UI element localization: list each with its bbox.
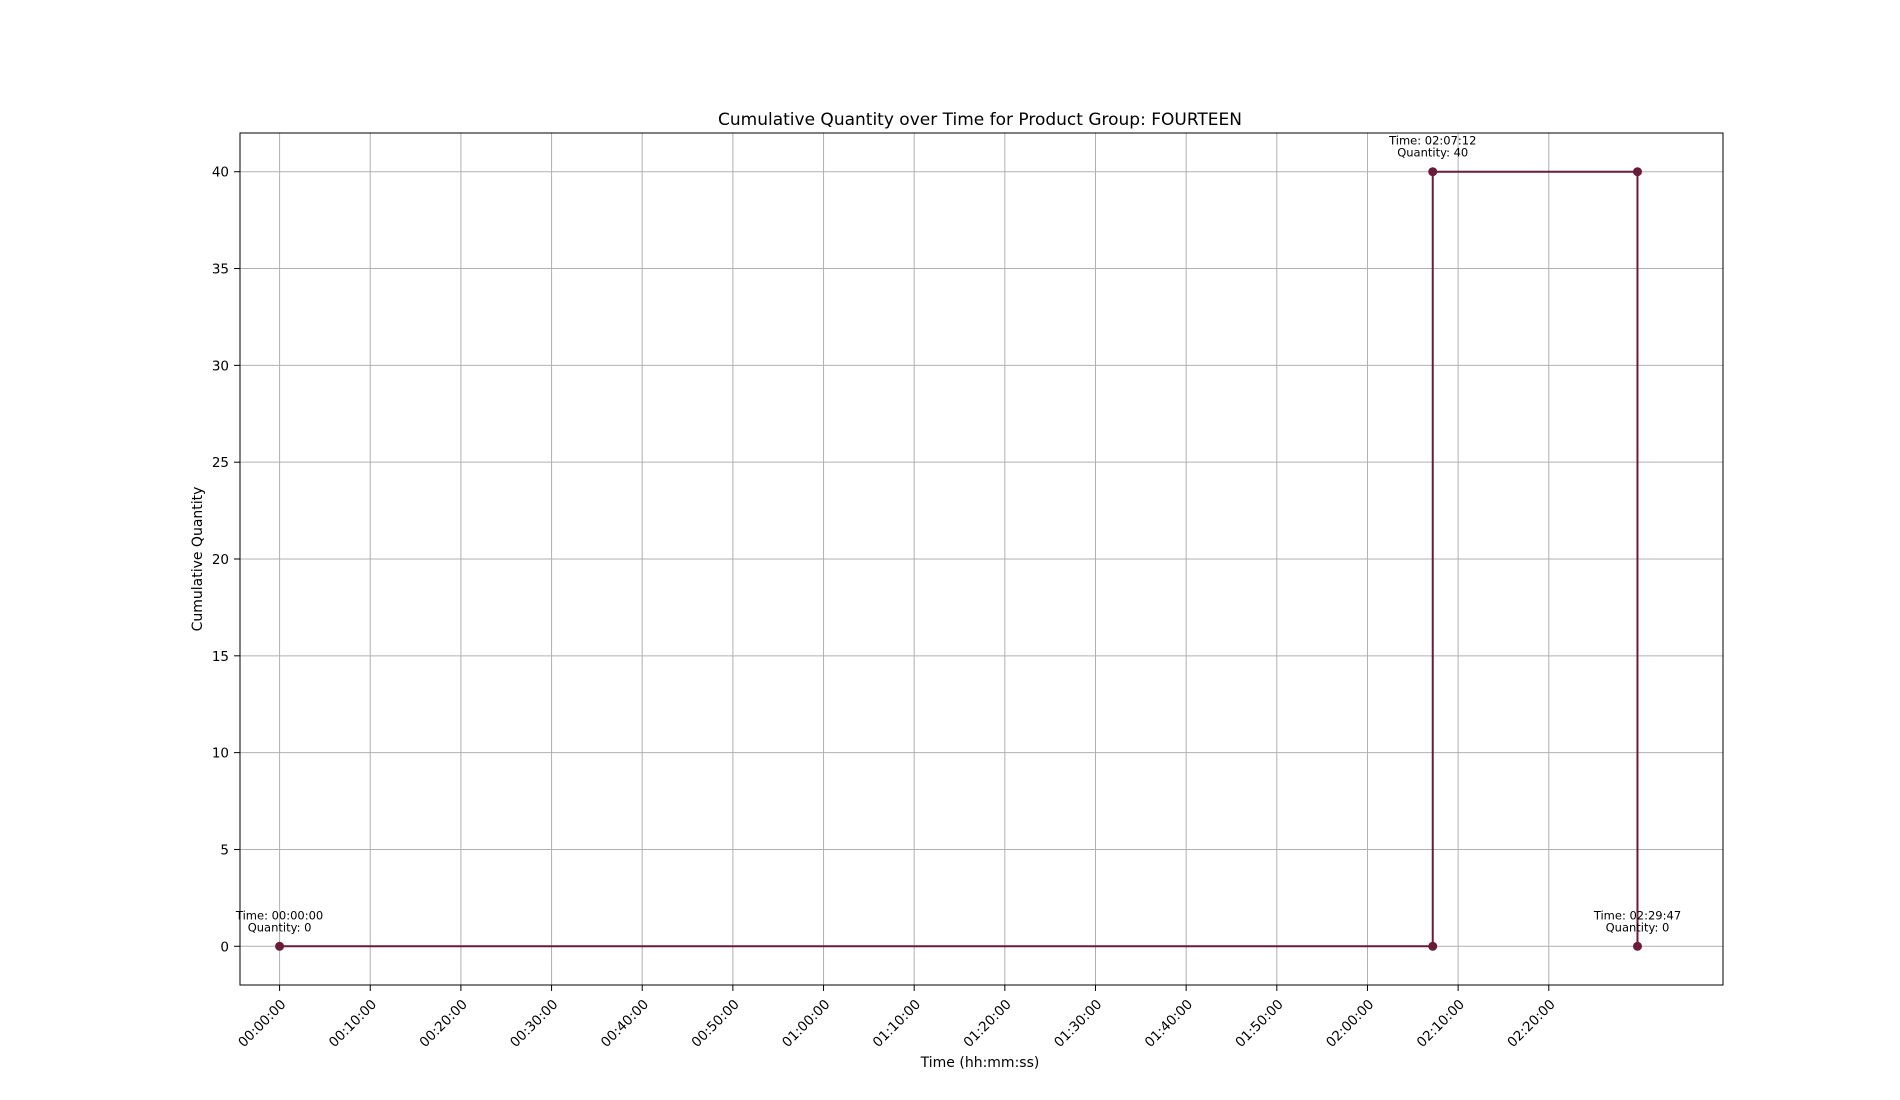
data-point bbox=[1632, 941, 1642, 951]
x-axis-ticks: 00:00:00 00:10:00 00:20:00 00:30:00 00:40:00… bbox=[235, 985, 1559, 1051]
x-tick-label: 00:00:00 bbox=[235, 997, 289, 1051]
chart-title: Cumulative Quantity over Time for Produc… bbox=[718, 110, 1242, 130]
x-tick-label: 02:20:00 bbox=[1504, 997, 1558, 1051]
annotation-time: Time: 02:29:47 bbox=[1593, 908, 1681, 922]
x-tick-label: 01:50:00 bbox=[1232, 997, 1286, 1051]
y-tick-label: 35 bbox=[212, 262, 229, 278]
y-tick-label: 5 bbox=[220, 842, 229, 858]
y-tick-label: 0 bbox=[220, 939, 229, 955]
x-tick-label: 00:20:00 bbox=[417, 997, 471, 1051]
x-tick-label: 01:30:00 bbox=[1051, 997, 1105, 1051]
y-axis-ticks: 0 5 10 15 20 25 30 35 40 bbox=[212, 165, 240, 955]
plot-frame bbox=[239, 132, 1724, 986]
x-tick-label: 01:00:00 bbox=[779, 997, 833, 1051]
annotation-quantity: Quantity: 40 bbox=[1397, 146, 1468, 160]
data-point bbox=[1632, 167, 1642, 177]
y-tick-label: 10 bbox=[212, 746, 229, 762]
annotation-time: Time: 02:07:12 bbox=[1388, 134, 1476, 148]
y-tick-label: 40 bbox=[212, 165, 229, 181]
y-tick-label: 25 bbox=[212, 455, 229, 471]
x-tick-label: 00:10:00 bbox=[326, 997, 380, 1051]
x-tick-label: 01:20:00 bbox=[960, 997, 1014, 1051]
data-point bbox=[1428, 941, 1438, 951]
y-axis-label: Cumulative Quantity bbox=[190, 487, 206, 632]
x-axis-label: Time (hh:mm:ss) bbox=[920, 1055, 1040, 1071]
data-point bbox=[275, 941, 285, 951]
y-tick-label: 15 bbox=[212, 649, 229, 665]
grid-lines bbox=[240, 133, 1723, 985]
annotation-time: Time: 00:00:00 bbox=[235, 908, 323, 922]
annotation-quantity: Quantity: 0 bbox=[1606, 920, 1670, 934]
x-tick-label: 02:00:00 bbox=[1323, 997, 1377, 1051]
series-layer bbox=[275, 167, 1642, 951]
x-tick-label: 00:40:00 bbox=[598, 997, 652, 1051]
x-tick-label: 01:40:00 bbox=[1142, 997, 1196, 1051]
annotation-quantity: Quantity: 0 bbox=[248, 920, 312, 934]
x-tick-label: 01:10:00 bbox=[870, 997, 924, 1051]
y-tick-label: 20 bbox=[212, 552, 229, 568]
x-tick-label: 00:30:00 bbox=[507, 997, 561, 1051]
x-tick-label: 02:10:00 bbox=[1414, 997, 1468, 1051]
data-point bbox=[1428, 167, 1438, 177]
x-tick-label: 00:50:00 bbox=[689, 997, 743, 1051]
y-tick-label: 30 bbox=[212, 358, 229, 374]
